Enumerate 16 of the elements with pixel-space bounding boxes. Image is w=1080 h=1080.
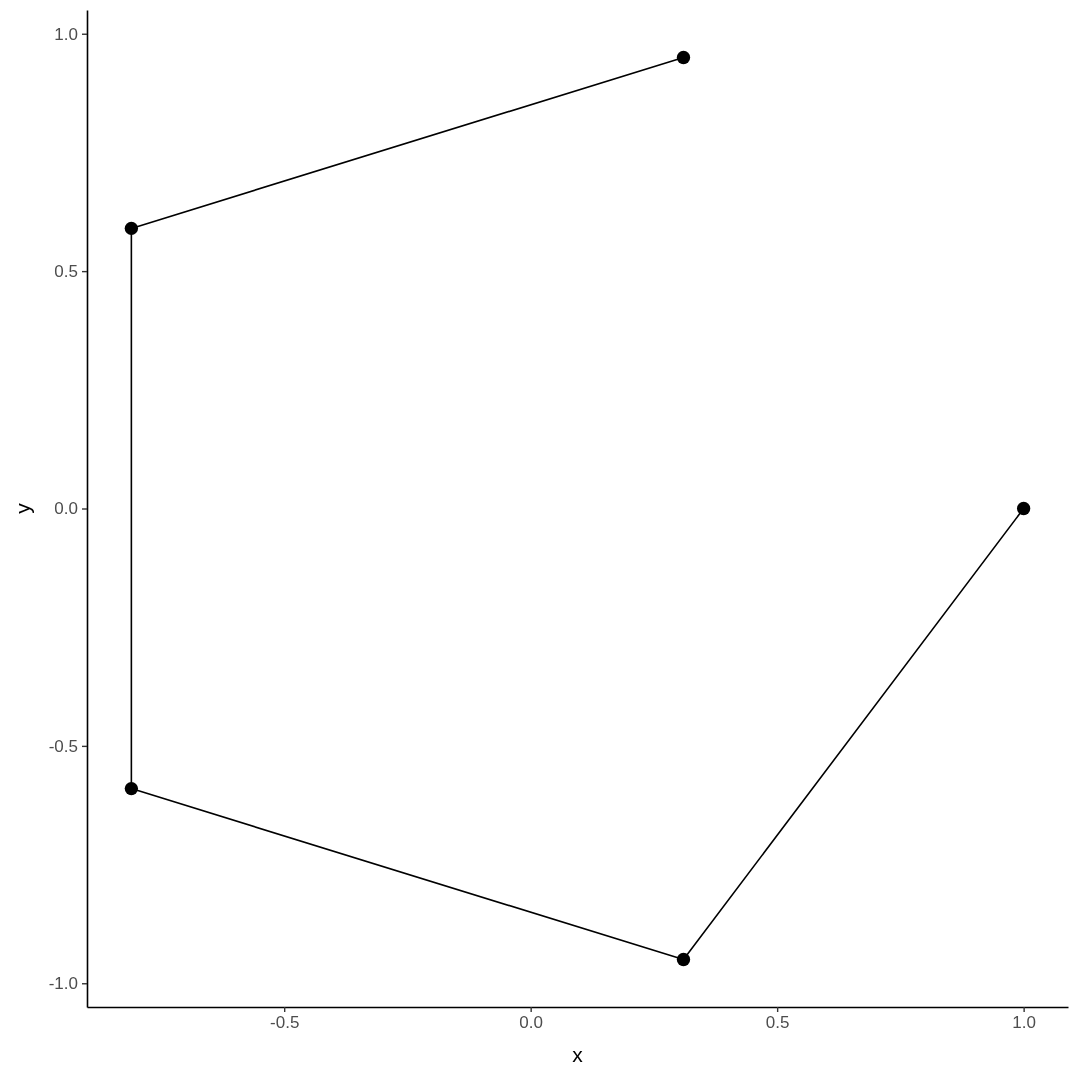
point xyxy=(124,781,139,796)
x-axis-title: x xyxy=(572,1043,584,1066)
x-tick-label: 0.0 xyxy=(519,1013,543,1033)
point xyxy=(1016,501,1031,516)
point xyxy=(124,221,139,236)
y-tick-label: 1.0 xyxy=(54,24,78,44)
point xyxy=(676,50,691,65)
y-tick-label: -1.0 xyxy=(48,974,78,994)
y-tick-label: -0.5 xyxy=(48,736,78,756)
point xyxy=(676,952,691,967)
y-tick-label: 0.0 xyxy=(54,499,78,519)
y-tick-label: 0.5 xyxy=(54,262,78,282)
x-tick-label: 1.0 xyxy=(1012,1013,1036,1033)
x-tick-label: -0.5 xyxy=(270,1013,300,1033)
y-axis-title: y xyxy=(11,502,34,514)
x-tick-label: 0.5 xyxy=(765,1013,790,1033)
